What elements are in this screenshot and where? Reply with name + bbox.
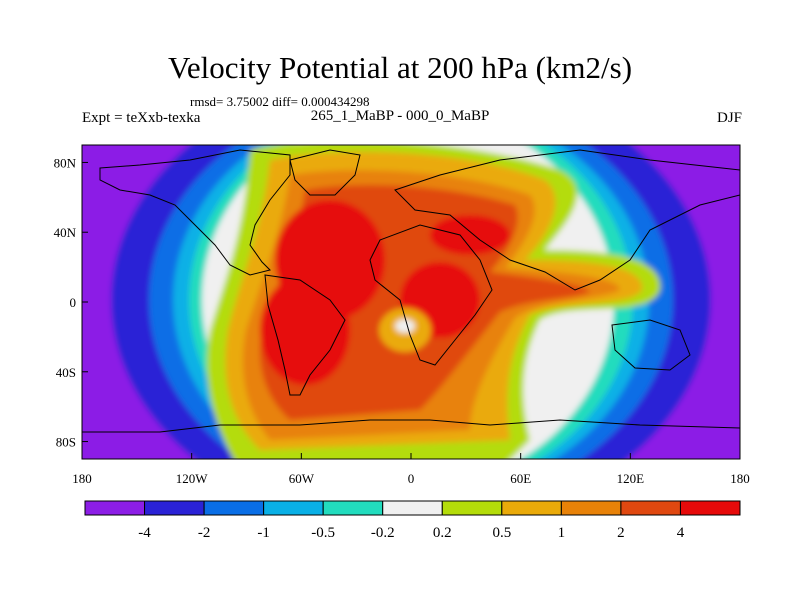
colorbar-label: 1 — [558, 525, 566, 541]
core-south-america — [260, 275, 350, 385]
colorbar-label: -0.5 — [311, 525, 335, 541]
colorbar-label: 4 — [677, 525, 685, 541]
colorbar-swatch — [620, 500, 681, 516]
colorbar-swatch — [322, 500, 384, 516]
season-label: DJF — [716, 110, 742, 126]
stats-text: rmsd= 3.75002 diff= 0.000434298 — [190, 94, 370, 109]
coastline-1 — [289, 149, 361, 196]
x-tick-label: 60E — [510, 471, 531, 486]
x-tick-label: 0 — [408, 471, 415, 486]
x-tick-label: 180 — [72, 471, 92, 486]
coastline-3 — [369, 224, 493, 366]
colorbar-swatch — [560, 500, 622, 516]
coastline-2 — [264, 274, 346, 396]
band-neutral-africa — [395, 319, 415, 333]
coastline-0 — [99, 149, 291, 276]
colorbar-label: -4 — [138, 525, 151, 541]
chart-title: Velocity Potential at 200 hPa (km2/s) — [167, 50, 633, 85]
colorbar-swatch — [144, 500, 205, 516]
colorbar-swatch — [84, 500, 146, 516]
colorbar-swatch — [263, 500, 324, 516]
colorbar-label: 0.2 — [433, 525, 452, 541]
colorbar-label: -1 — [257, 525, 270, 541]
colorbar-swatch — [203, 500, 265, 516]
colorbar-label: -0.2 — [371, 525, 395, 541]
experiment-label: Expt = teXxb-texka — [82, 110, 201, 126]
colorbar-swatch — [441, 500, 503, 516]
y-tick-label: 0 — [70, 295, 77, 310]
y-tick-label: 40N — [54, 225, 77, 240]
colorbar-label: 2 — [617, 525, 625, 541]
chart-subtitle: 265_1_MaBP - 000_0_MaBP — [310, 108, 490, 124]
coastline-6 — [82, 419, 740, 433]
x-tick-label: 120E — [617, 471, 645, 486]
colorbar-label: -2 — [198, 525, 211, 541]
colorbar-swatch — [382, 500, 443, 516]
axes: 180 120W 60W 0 60E 120E 180 80N 40N 0 40S 80S — [54, 155, 750, 486]
x-tick-label: 60W — [289, 471, 315, 486]
colorbar-label: 0.5 — [492, 525, 511, 541]
core-north-africa — [430, 215, 510, 255]
coastline-5 — [611, 319, 691, 371]
colorbar-swatch — [679, 500, 741, 516]
coastlines — [82, 149, 740, 433]
x-tick-label: 180 — [730, 471, 750, 486]
coastline-4 — [394, 149, 740, 291]
colorbar-swatch — [501, 500, 562, 516]
y-tick-label: 80S — [56, 435, 76, 450]
contour-field — [82, 145, 740, 459]
x-tick-label: 120W — [176, 471, 209, 486]
y-tick-label: 40S — [56, 365, 76, 380]
y-tick-label: 80N — [54, 155, 77, 170]
colorbar: -4 -2 -1 -0.5 -0.2 0.2 0.5 1 2 4 — [84, 500, 741, 541]
